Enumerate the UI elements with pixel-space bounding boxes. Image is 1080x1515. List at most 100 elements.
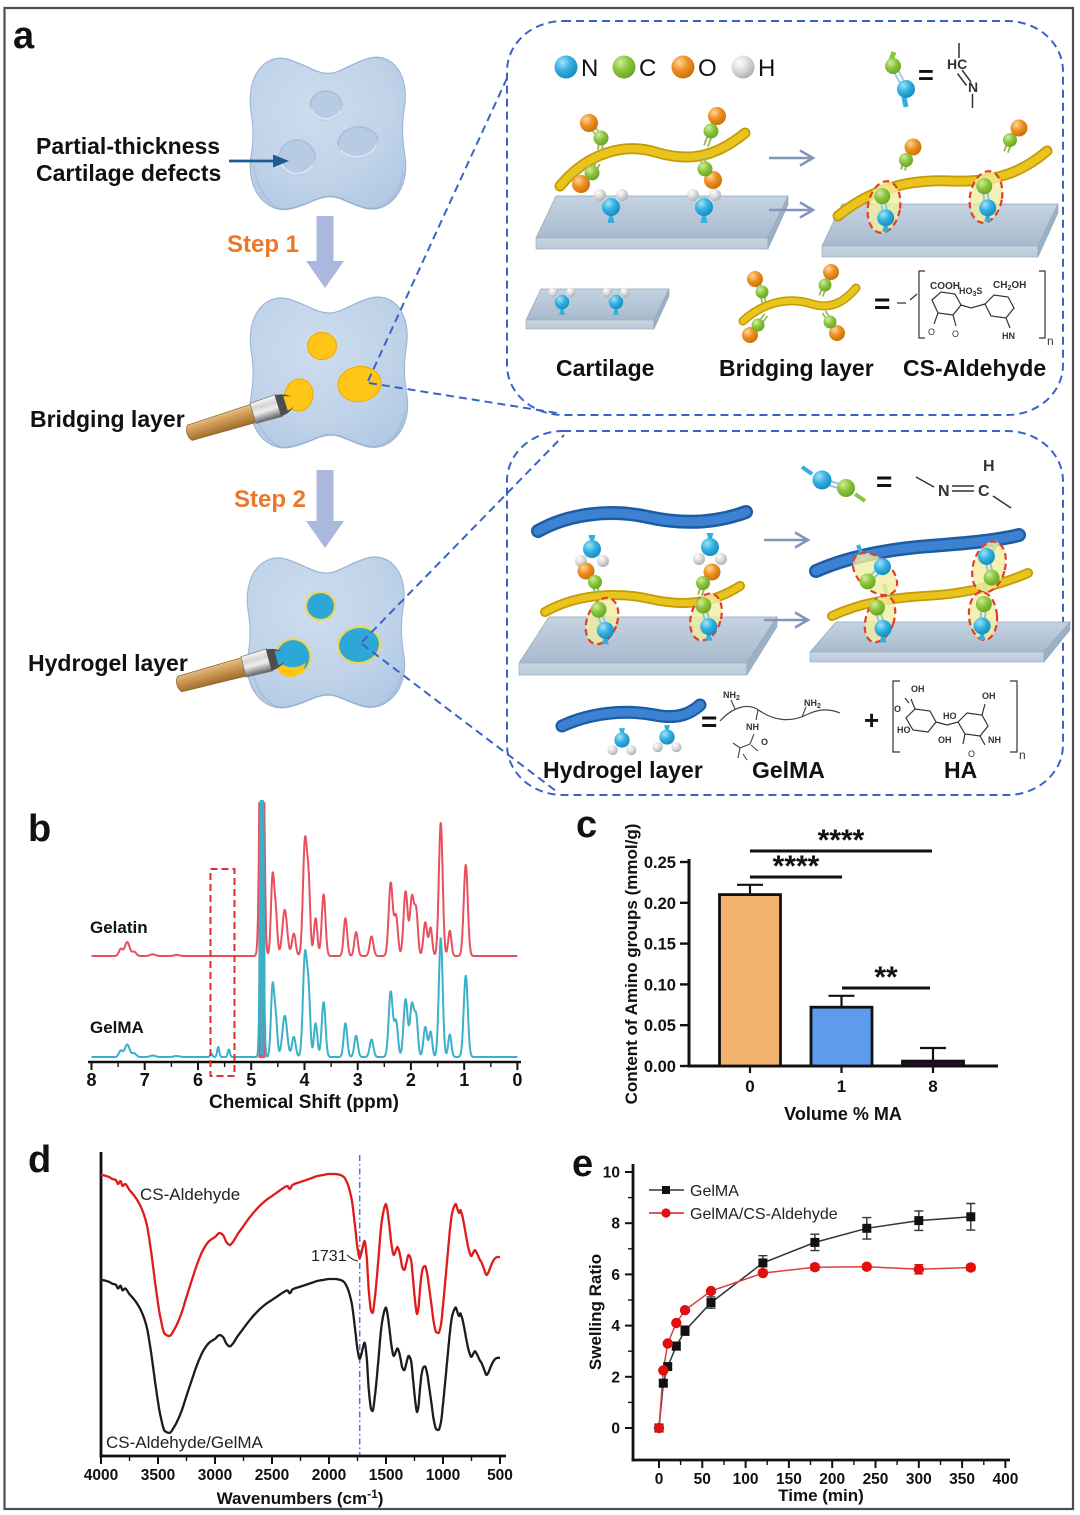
svg-text:0.00: 0.00 <box>644 1058 676 1076</box>
svg-text:OH: OH <box>938 735 952 745</box>
svg-text:n: n <box>1047 334 1054 348</box>
svg-text:3: 3 <box>353 1070 363 1090</box>
svg-text:CH2OH: CH2OH <box>993 280 1026 292</box>
svg-text:1000: 1000 <box>426 1467 460 1484</box>
svg-text:4000: 4000 <box>84 1467 118 1484</box>
svg-text:1: 1 <box>459 1070 469 1090</box>
svg-text:4: 4 <box>611 1318 620 1335</box>
svg-text:C: C <box>639 55 656 82</box>
svg-text:0.10: 0.10 <box>644 976 676 994</box>
svg-text:HO3S: HO3S <box>959 286 982 298</box>
svg-text:1500: 1500 <box>369 1467 403 1484</box>
svg-text:O: O <box>698 55 717 82</box>
svg-text:GelMA/CS-Aldehyde: GelMA/CS-Aldehyde <box>690 1206 838 1223</box>
svg-text:4: 4 <box>299 1070 309 1090</box>
svg-text:Step 1: Step 1 <box>227 231 299 258</box>
svg-text:e: e <box>572 1143 593 1185</box>
svg-text:Chemical Shift (ppm): Chemical Shift (ppm) <box>209 1092 399 1113</box>
svg-text:GelMA: GelMA <box>690 1183 739 1200</box>
svg-text:GelMA: GelMA <box>752 757 825 783</box>
svg-text:b: b <box>28 808 51 850</box>
svg-text:100: 100 <box>733 1471 759 1488</box>
svg-text:****: **** <box>818 824 865 857</box>
svg-text:250: 250 <box>863 1471 889 1488</box>
svg-text:O: O <box>928 327 935 337</box>
svg-text:350: 350 <box>949 1471 975 1488</box>
svg-text:0: 0 <box>512 1070 522 1090</box>
svg-text:0.05: 0.05 <box>644 1017 676 1035</box>
svg-text:0: 0 <box>745 1077 754 1096</box>
svg-text:a: a <box>13 15 35 57</box>
svg-text:Bridging layer: Bridging layer <box>719 355 874 381</box>
svg-text:=: = <box>876 466 892 497</box>
svg-text:HO: HO <box>943 711 957 721</box>
svg-text:Bridging layer: Bridging layer <box>30 406 185 432</box>
svg-text:2500: 2500 <box>255 1467 289 1484</box>
svg-text:****: **** <box>773 850 820 883</box>
svg-text:NH: NH <box>746 722 759 732</box>
svg-text:3000: 3000 <box>198 1467 232 1484</box>
svg-text:OH: OH <box>911 684 925 694</box>
svg-text:1731: 1731 <box>311 1248 347 1265</box>
svg-text:N: N <box>968 79 978 95</box>
svg-text:COOH: COOH <box>930 281 960 292</box>
svg-text:HN: HN <box>1002 331 1015 341</box>
svg-text:O: O <box>894 704 901 714</box>
svg-text:O: O <box>968 749 975 759</box>
svg-text:=: = <box>701 706 717 737</box>
svg-text:0.25: 0.25 <box>644 854 676 872</box>
svg-text:50: 50 <box>694 1471 711 1488</box>
svg-text:HC: HC <box>947 56 967 72</box>
svg-text:0.20: 0.20 <box>644 895 676 913</box>
svg-text:C: C <box>978 483 990 500</box>
svg-text:3500: 3500 <box>141 1467 175 1484</box>
svg-text:Hydrogel layer: Hydrogel layer <box>28 650 188 676</box>
svg-text:7: 7 <box>140 1070 150 1090</box>
svg-text:0.15: 0.15 <box>644 936 676 954</box>
svg-text:HA: HA <box>944 757 977 783</box>
svg-text:Cartilage defects: Cartilage defects <box>36 160 221 186</box>
svg-text:8: 8 <box>611 1216 620 1233</box>
svg-text:200: 200 <box>819 1471 845 1488</box>
svg-text:400: 400 <box>992 1471 1018 1488</box>
svg-text:H: H <box>758 55 775 82</box>
svg-text:8: 8 <box>928 1077 937 1096</box>
svg-text:0: 0 <box>611 1421 620 1438</box>
svg-text:2: 2 <box>406 1070 416 1090</box>
svg-text:6: 6 <box>193 1070 203 1090</box>
svg-text:Gelatin: Gelatin <box>90 918 148 937</box>
svg-text:O: O <box>952 329 959 339</box>
svg-text:10: 10 <box>603 1165 620 1182</box>
svg-text:+: + <box>864 705 879 735</box>
svg-text:300: 300 <box>906 1471 932 1488</box>
svg-text:150: 150 <box>776 1471 802 1488</box>
svg-text:Partial-thickness: Partial-thickness <box>36 133 220 159</box>
svg-text:Time (min): Time (min) <box>778 1486 864 1505</box>
svg-text:500: 500 <box>487 1467 513 1484</box>
svg-text:H: H <box>983 458 995 475</box>
svg-text:1: 1 <box>837 1077 846 1096</box>
svg-text:GelMA: GelMA <box>90 1018 144 1037</box>
svg-text:Step 2: Step 2 <box>234 486 306 513</box>
svg-text:Hydrogel layer: Hydrogel layer <box>543 757 703 783</box>
svg-text:NH: NH <box>988 735 1001 745</box>
svg-text:Swelling Ratio: Swelling Ratio <box>586 1254 605 1370</box>
svg-text:8: 8 <box>86 1070 96 1090</box>
svg-text:CS-Aldehyde: CS-Aldehyde <box>140 1185 240 1204</box>
svg-text:CS-Aldehyde: CS-Aldehyde <box>903 355 1046 381</box>
svg-text:d: d <box>28 1139 51 1181</box>
svg-text:NH2: NH2 <box>723 690 740 702</box>
svg-text:6: 6 <box>611 1267 620 1284</box>
svg-text:2: 2 <box>611 1369 620 1386</box>
svg-text:OH: OH <box>982 691 996 701</box>
svg-text:c: c <box>576 804 597 846</box>
svg-text:Cartilage: Cartilage <box>556 355 654 381</box>
svg-text:**: ** <box>874 961 898 994</box>
svg-text:Wavenumbers (cm-1): Wavenumbers (cm-1) <box>217 1487 384 1508</box>
svg-text:O: O <box>761 737 768 747</box>
svg-text:Volume % MA: Volume % MA <box>784 1104 902 1124</box>
svg-text:NH2: NH2 <box>804 698 821 710</box>
svg-text:N: N <box>581 55 598 82</box>
svg-text:5: 5 <box>246 1070 256 1090</box>
svg-text:Content of Amino groups (mmol/: Content of Amino groups (mmol/g) <box>622 824 641 1105</box>
